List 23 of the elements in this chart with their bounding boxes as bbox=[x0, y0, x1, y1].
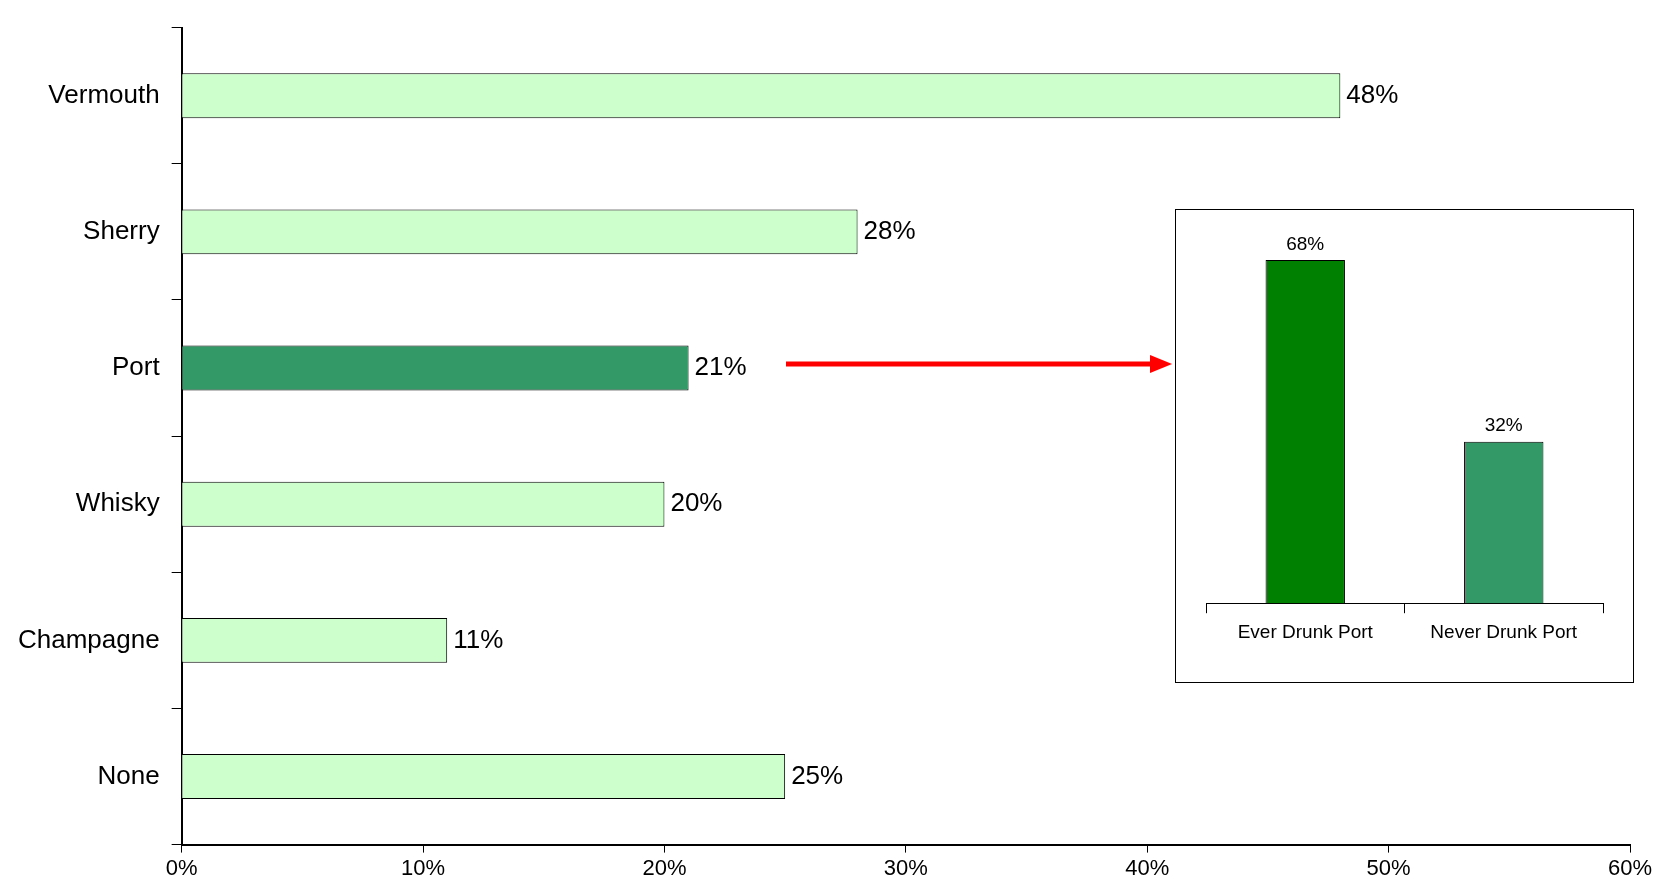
x-tick-label: 60% bbox=[1607, 854, 1653, 880]
x-tick-label: 50% bbox=[1366, 854, 1411, 880]
data-label: 21% bbox=[694, 351, 747, 382]
y-tick-label: Port bbox=[111, 351, 161, 382]
data-label: 25% bbox=[791, 759, 844, 790]
y-tick-label: Sherry bbox=[83, 215, 160, 246]
x-tick-label: 40% bbox=[1125, 854, 1170, 880]
data-label: 68% bbox=[1286, 232, 1325, 254]
y-tick-label: Whisky bbox=[75, 487, 160, 518]
data-label: 48% bbox=[1346, 78, 1399, 109]
x-tick-label: 10% bbox=[401, 854, 446, 880]
data-label: 11% bbox=[453, 623, 504, 654]
x-tick-label: Never Drunk Port bbox=[1430, 620, 1578, 642]
x-tick-label: Ever Drunk Port bbox=[1237, 620, 1374, 642]
y-tick-label: None bbox=[97, 759, 160, 790]
x-tick-label: 20% bbox=[642, 854, 687, 880]
y-tick-label: Vermouth bbox=[48, 78, 160, 109]
data-label: 32% bbox=[1484, 414, 1523, 436]
y-tick-label: Champagne bbox=[18, 623, 160, 654]
data-label: 20% bbox=[670, 487, 723, 518]
data-label: 28% bbox=[863, 215, 916, 246]
x-tick-label: 0% bbox=[165, 854, 198, 880]
x-tick-label: 30% bbox=[883, 854, 928, 880]
